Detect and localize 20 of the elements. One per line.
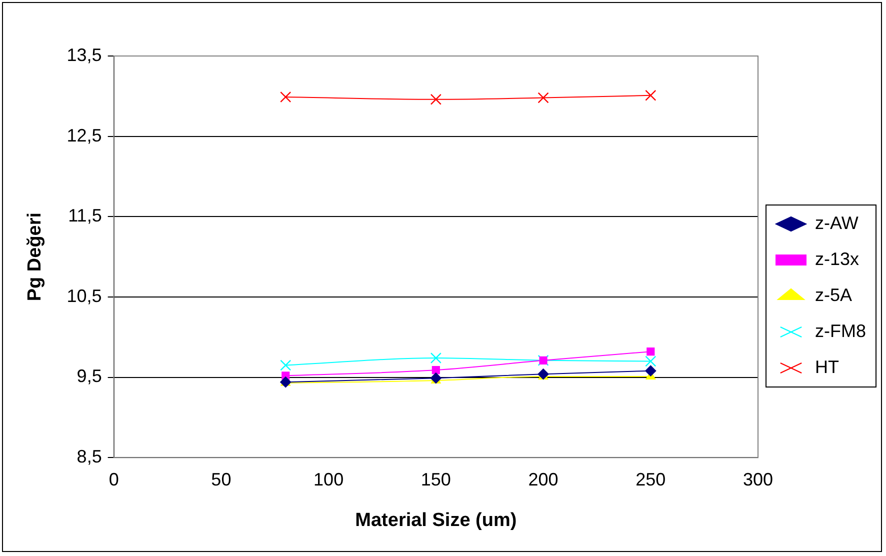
x-axis-title: Material Size (um): [355, 510, 517, 531]
x-tick-label: 150: [420, 469, 451, 490]
x-tick-label: 200: [528, 469, 558, 490]
x-tick-label: 300: [742, 469, 774, 490]
legend-label: z-13x: [815, 248, 860, 269]
x-tick-label: 50: [211, 469, 232, 490]
legend-label: z-5A: [815, 284, 852, 305]
legend-label: z-AW: [815, 212, 858, 233]
y-tick-label: 9,5: [76, 366, 102, 386]
y-axis-title: Pg Değeri: [24, 212, 46, 302]
y-tick-label: 10,5: [66, 286, 102, 306]
x-tick-label: 250: [636, 469, 666, 490]
y-tick-label: 11,5: [68, 206, 102, 226]
legend-label: z-FM8: [815, 320, 866, 341]
y-tick-label: 8,5: [76, 446, 102, 467]
y-tick-label: 12,5: [66, 125, 102, 146]
y-tick-label: 13,5: [66, 44, 102, 65]
legend-label: HT: [815, 356, 840, 377]
x-tick-label: 0: [108, 469, 119, 490]
x-tick-label: 100: [314, 469, 344, 490]
